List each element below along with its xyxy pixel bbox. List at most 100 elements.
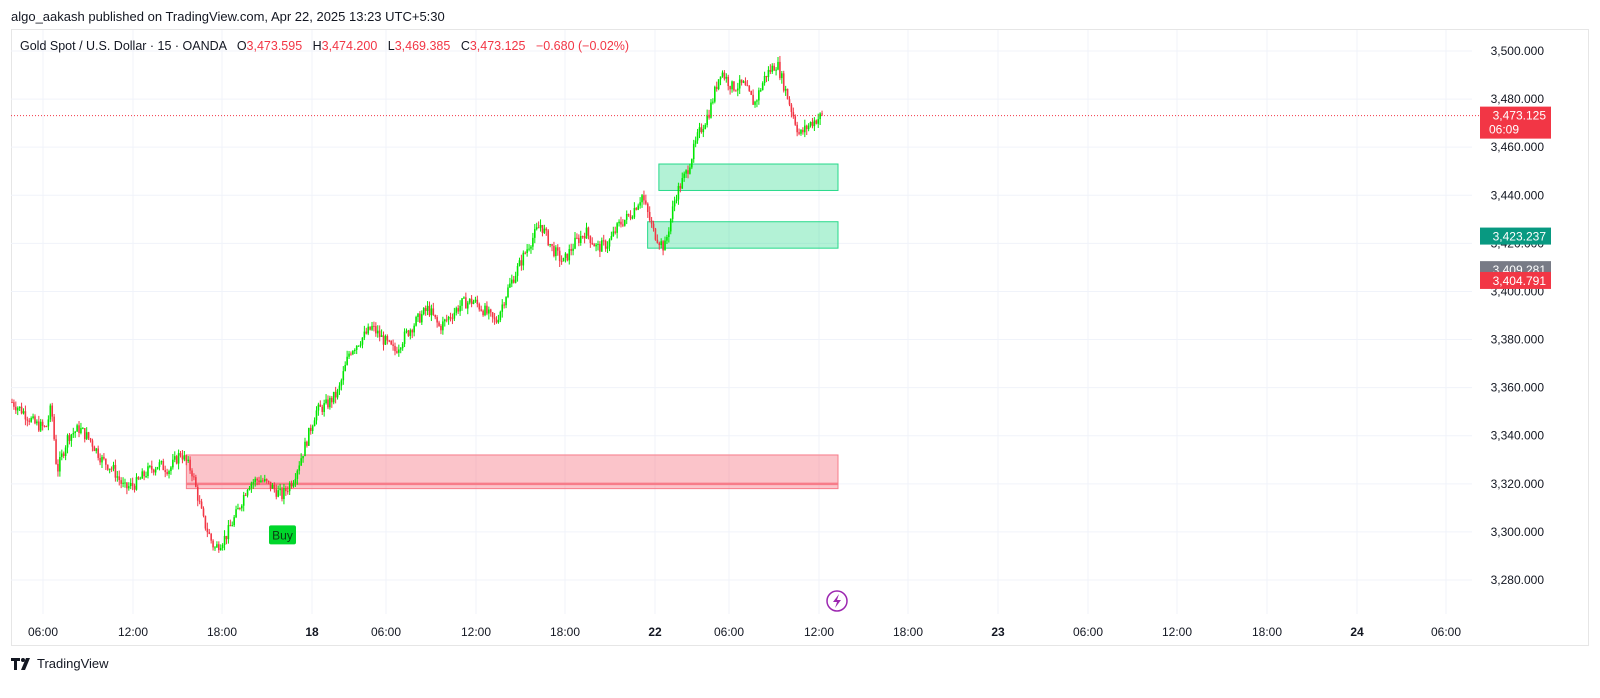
legend-symbol[interactable]: Gold Spot / U.S. Dollar · 15 · OANDA bbox=[20, 39, 227, 53]
candle-body bbox=[602, 240, 605, 242]
candle-body bbox=[501, 304, 504, 312]
candle-body bbox=[541, 224, 544, 233]
candle-body bbox=[80, 428, 82, 433]
candle-body bbox=[744, 81, 747, 86]
candle-body bbox=[149, 465, 151, 467]
chart-frame[interactable] bbox=[11, 29, 1589, 646]
candle-body bbox=[800, 129, 802, 134]
candle-body bbox=[673, 200, 676, 207]
candle-body bbox=[193, 476, 195, 478]
footer[interactable]: TradingView bbox=[11, 656, 109, 671]
candle-body bbox=[398, 349, 400, 353]
price-label-text: 3,404.791 bbox=[1493, 274, 1547, 288]
candle-body bbox=[399, 348, 402, 350]
candle-body bbox=[231, 525, 234, 527]
candle-body bbox=[698, 127, 701, 133]
candle-body bbox=[809, 121, 812, 126]
candle-body bbox=[422, 308, 425, 315]
candle-body bbox=[681, 178, 684, 189]
candle-body bbox=[248, 487, 251, 490]
candle-body bbox=[533, 229, 536, 238]
zones bbox=[185, 163, 839, 490]
overlays: Buy bbox=[11, 115, 1480, 612]
candle-body bbox=[20, 406, 23, 414]
footer-brand: TradingView bbox=[37, 656, 109, 671]
candle-body bbox=[156, 467, 159, 470]
x-tick-label: 06:00 bbox=[714, 625, 744, 639]
candle-body bbox=[710, 102, 712, 118]
candle-body bbox=[804, 125, 806, 133]
y-tick-label: 3,360.000 bbox=[1491, 381, 1545, 395]
grid bbox=[11, 30, 1472, 614]
candle-body bbox=[645, 200, 647, 204]
candle-body bbox=[443, 319, 446, 322]
candle-body bbox=[715, 86, 718, 90]
candle-body bbox=[365, 331, 368, 334]
candle-body bbox=[578, 237, 580, 243]
candle-body bbox=[34, 416, 36, 424]
candle-body bbox=[572, 248, 574, 251]
candle-body bbox=[691, 159, 693, 168]
candle-body bbox=[30, 418, 32, 422]
candle-body bbox=[581, 236, 584, 238]
x-tick-label: 12:00 bbox=[118, 625, 148, 639]
candle-body bbox=[476, 299, 479, 305]
candle-body bbox=[139, 478, 142, 480]
candle-body bbox=[116, 476, 119, 478]
candle-body bbox=[325, 399, 327, 404]
candle-body bbox=[219, 548, 222, 551]
candle-body bbox=[748, 86, 751, 91]
buy-signal-box[interactable] bbox=[269, 525, 296, 545]
candle-body bbox=[128, 486, 130, 489]
candle-body bbox=[262, 480, 264, 482]
candle-body bbox=[177, 453, 180, 464]
candle-body bbox=[283, 488, 285, 500]
publisher-line: algo_aakash published on TradingView.com… bbox=[11, 9, 445, 24]
candle-body bbox=[32, 416, 34, 419]
candle-body bbox=[537, 227, 540, 229]
candle-body bbox=[223, 535, 226, 545]
candle-body bbox=[99, 457, 101, 463]
candle-body bbox=[147, 466, 149, 477]
candle-body bbox=[491, 312, 494, 318]
x-tick-label: 06:00 bbox=[1431, 625, 1461, 639]
candle-body bbox=[87, 432, 90, 439]
y-tick-label: 3,380.000 bbox=[1491, 333, 1545, 347]
candle-body bbox=[175, 456, 178, 464]
legend-close-label: C bbox=[460, 39, 470, 53]
candle-body bbox=[719, 76, 722, 80]
candle-body bbox=[436, 317, 438, 323]
candle-body bbox=[97, 448, 99, 458]
x-tick-label: 06:00 bbox=[1073, 625, 1103, 639]
candle-body bbox=[499, 311, 502, 321]
candle-body bbox=[421, 314, 423, 323]
candle-body bbox=[765, 75, 768, 78]
candle-body bbox=[696, 132, 699, 141]
candle-body bbox=[507, 287, 509, 298]
candle-body bbox=[543, 228, 546, 233]
candle-body bbox=[376, 330, 379, 334]
candle-body bbox=[380, 335, 383, 337]
candle-body bbox=[181, 455, 184, 460]
candle-body bbox=[241, 505, 243, 509]
candle-body bbox=[750, 90, 752, 95]
candle-body bbox=[451, 318, 454, 320]
candle-body bbox=[133, 485, 136, 490]
ohlc-legend: Gold Spot / U.S. Dollar · 15 · OANDA O3,… bbox=[20, 39, 629, 53]
lightning-icon[interactable] bbox=[826, 590, 848, 612]
candle-body bbox=[493, 317, 496, 320]
candle-body bbox=[57, 463, 59, 472]
candle-body bbox=[811, 121, 814, 127]
candle-body bbox=[786, 88, 789, 100]
candle-body bbox=[639, 202, 641, 206]
candle-body bbox=[648, 212, 651, 221]
candle-body bbox=[489, 309, 492, 313]
y-tick-label: 3,340.000 bbox=[1491, 429, 1545, 443]
candle-body bbox=[336, 390, 339, 398]
candle-body bbox=[562, 257, 565, 262]
candle-body bbox=[589, 235, 592, 243]
time-axis: 06:00 12:00 18:00 18 06:00 12:00 18:00 22 06:00 1… bbox=[28, 625, 1461, 639]
candle-body bbox=[763, 75, 766, 84]
x-tick-label: 18 bbox=[305, 625, 319, 639]
